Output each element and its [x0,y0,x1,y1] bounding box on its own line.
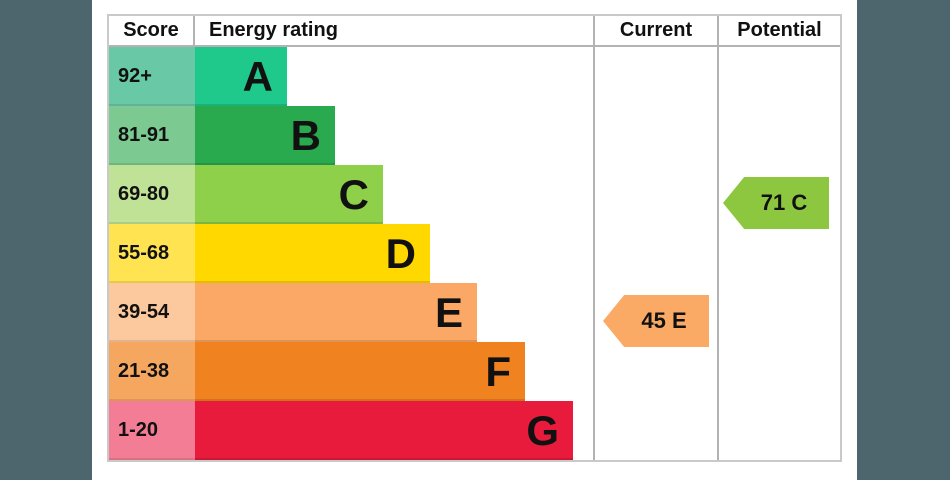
potential-rating-label: 71 C [760,190,808,215]
potential-column-cell [717,224,840,283]
current-column-cell [593,342,717,401]
rating-band-row: 39-54 E [109,283,840,342]
band-score-range: 1-20 [109,401,195,460]
band-letter: A [242,52,273,100]
rating-band-row: 21-38 F [109,342,840,401]
band-score-range: 55-68 [109,224,195,283]
current-column-cell [593,165,717,224]
current-column-cell [593,47,717,106]
band-letter: G [526,406,559,454]
band-letter: C [338,170,369,218]
current-rating-label: 45 E [641,308,687,333]
potential-rating-arrow: 71 C [723,177,829,229]
band-bar: F [195,342,525,401]
band-score-range: 81-91 [109,106,195,165]
rating-band-row: 1-20 G [109,401,840,460]
band-bar: A [195,47,287,106]
band-bar-area: F [195,342,593,401]
band-bar-area: C [195,165,593,224]
band-bar: D [195,224,430,283]
band-bar: B [195,106,335,165]
header-score: Score [109,16,195,45]
band-bar-area: B [195,106,593,165]
rating-band-row: 81-91 B [109,106,840,165]
band-bar: E [195,283,477,342]
band-letter: E [434,288,463,336]
rating-table: Score Energy rating Current Potential 92… [107,14,842,462]
band-score-range: 39-54 [109,283,195,342]
current-rating-arrow: 45 E [603,295,709,347]
current-column-cell [593,106,717,165]
band-bar-area: E [195,283,593,342]
header-energy-rating: Energy rating [209,19,338,41]
left-background-strip [0,0,92,480]
band-letter: D [385,229,416,277]
current-column-cell [593,283,717,342]
header-potential: Potential [717,16,840,45]
band-bar: C [195,165,383,224]
band-bar-area: D [195,224,593,283]
rating-band-row: 92+ A [109,47,840,106]
band-letter: B [290,111,321,159]
band-bar-area: G [195,401,593,460]
band-letter: F [485,347,511,395]
band-bar-area: A [195,47,593,106]
table-header-row: Score Energy rating Current Potential [109,16,840,47]
rating-band-rows: 92+ A 81-91 B 69-80 C 55-68 [109,47,840,460]
potential-column-cell [717,283,840,342]
potential-column-cell [717,47,840,106]
band-score-range: 21-38 [109,342,195,401]
potential-column-cell [717,342,840,401]
potential-column-cell [717,401,840,460]
rating-band-row: 69-80 C [109,165,840,224]
current-column-cell [593,224,717,283]
potential-column-cell [717,106,840,165]
band-score-range: 92+ [109,47,195,106]
header-current: Current [593,16,717,45]
current-column-cell [593,401,717,460]
band-bar: G [195,401,573,460]
band-score-range: 69-80 [109,165,195,224]
potential-column-cell [717,165,840,224]
rating-band-row: 55-68 D [109,224,840,283]
right-background-strip [857,0,950,480]
